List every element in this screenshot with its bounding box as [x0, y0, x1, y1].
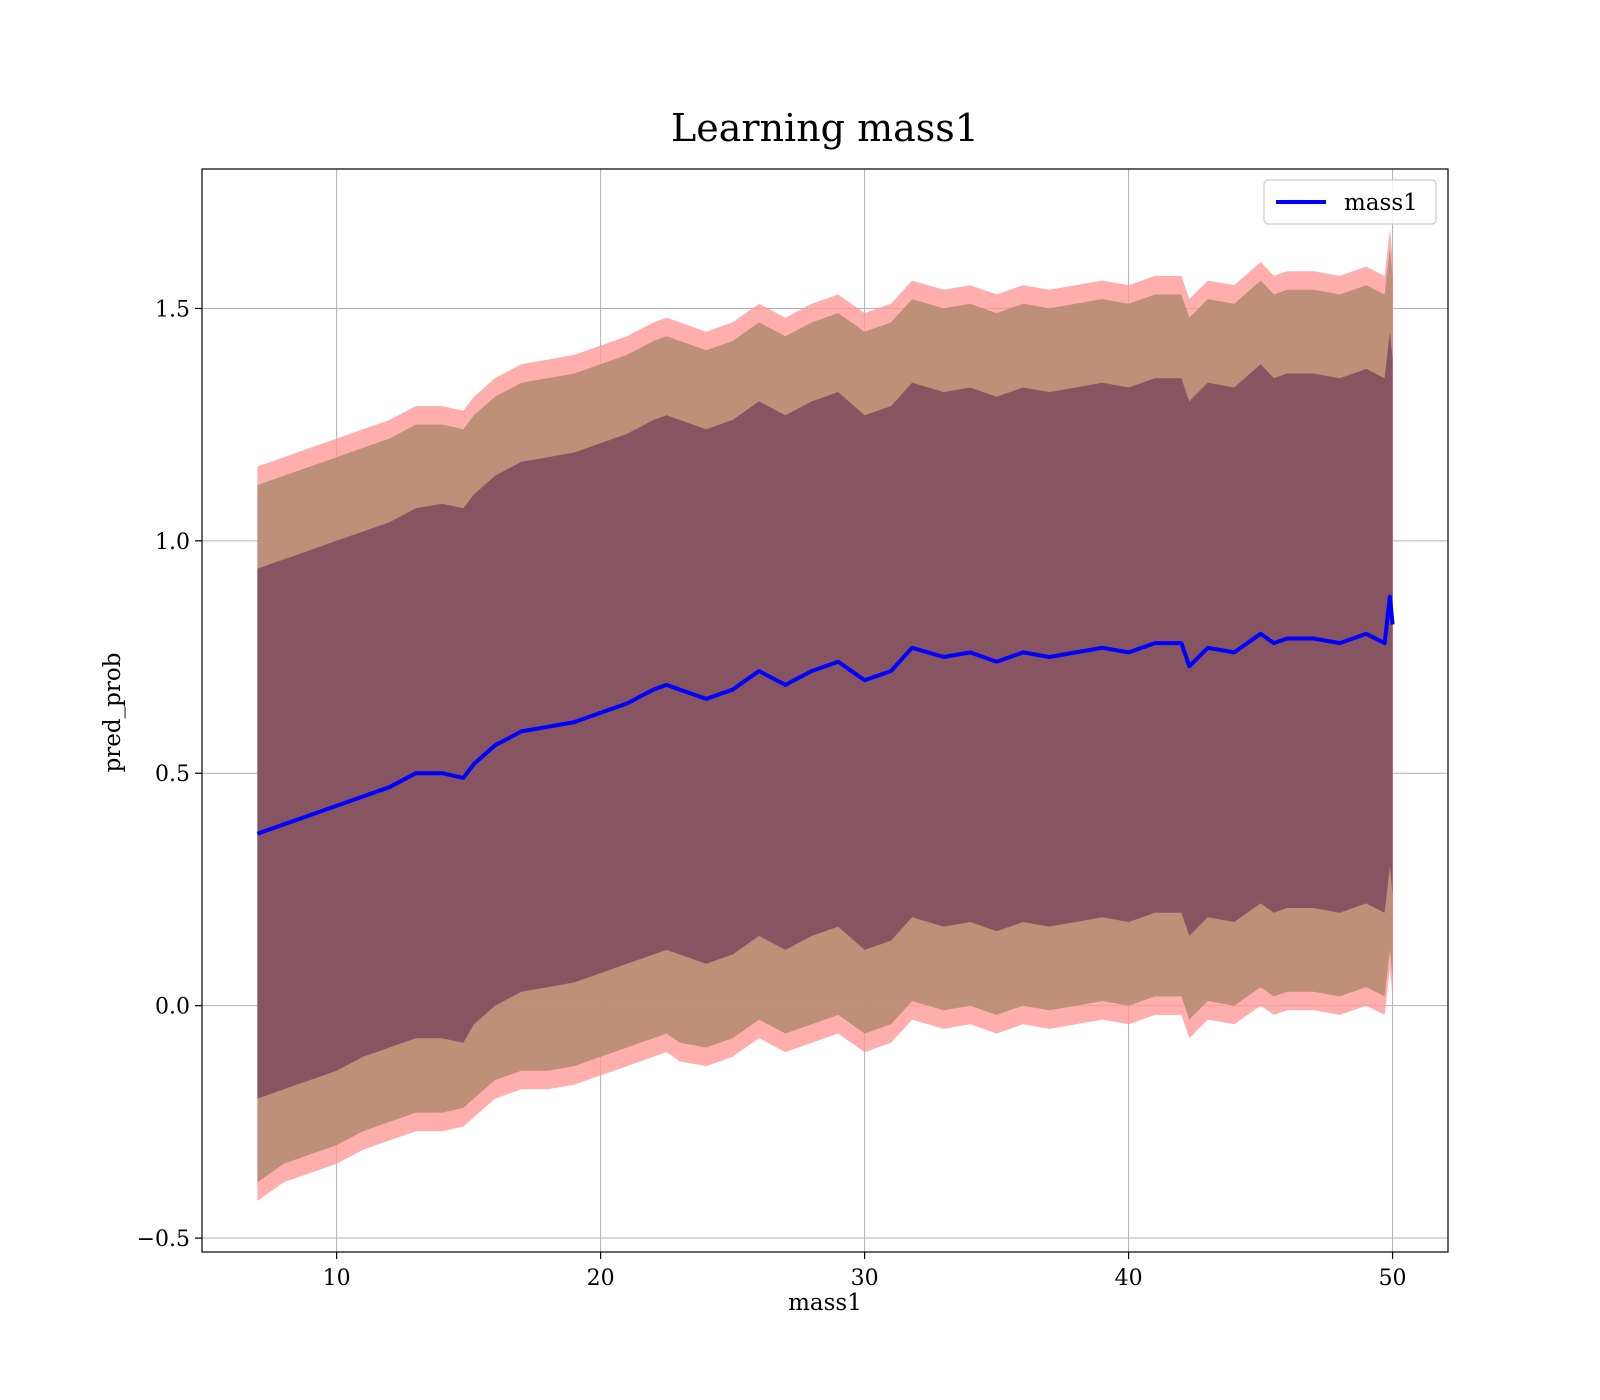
- x-tick-label-4: 50: [1379, 1266, 1407, 1291]
- x-tick-label-0: 10: [323, 1266, 351, 1291]
- x-tick-label-1: 20: [587, 1266, 615, 1291]
- band-layer: [257, 229, 1393, 1201]
- legend-label-mass1: mass1: [1344, 190, 1418, 216]
- plot-area: 10 20 30 40 50 −0.5 0.0 0.5 1.0 1.5: [137, 168, 1449, 1291]
- y-tick-label-4: 1.5: [155, 297, 190, 322]
- legend-box: [1263, 179, 1437, 225]
- x-tick-label-2: 30: [851, 1266, 879, 1291]
- y-tick-label-1: 0.0: [155, 995, 190, 1020]
- y-tick-label-3: 1.0: [155, 530, 190, 555]
- x-axis-label: mass1: [788, 1290, 862, 1316]
- y-tick-label-0: −0.5: [137, 1227, 190, 1252]
- legend: mass1: [1263, 179, 1437, 225]
- x-tick-label-3: 40: [1115, 1266, 1143, 1291]
- plot-frame: [201, 168, 1449, 1253]
- tick-layer: 10 20 30 40 50 −0.5 0.0 0.5 1.0 1.5: [137, 297, 1407, 1291]
- band-3: [257, 331, 1393, 1099]
- y-tick-label-2: 0.5: [155, 762, 190, 787]
- chart-title: Learning mass1: [671, 106, 979, 150]
- y-axis-label: pred_prob: [100, 653, 126, 773]
- series-line-mass1: [256, 594, 1395, 836]
- line-layer: [256, 594, 1395, 836]
